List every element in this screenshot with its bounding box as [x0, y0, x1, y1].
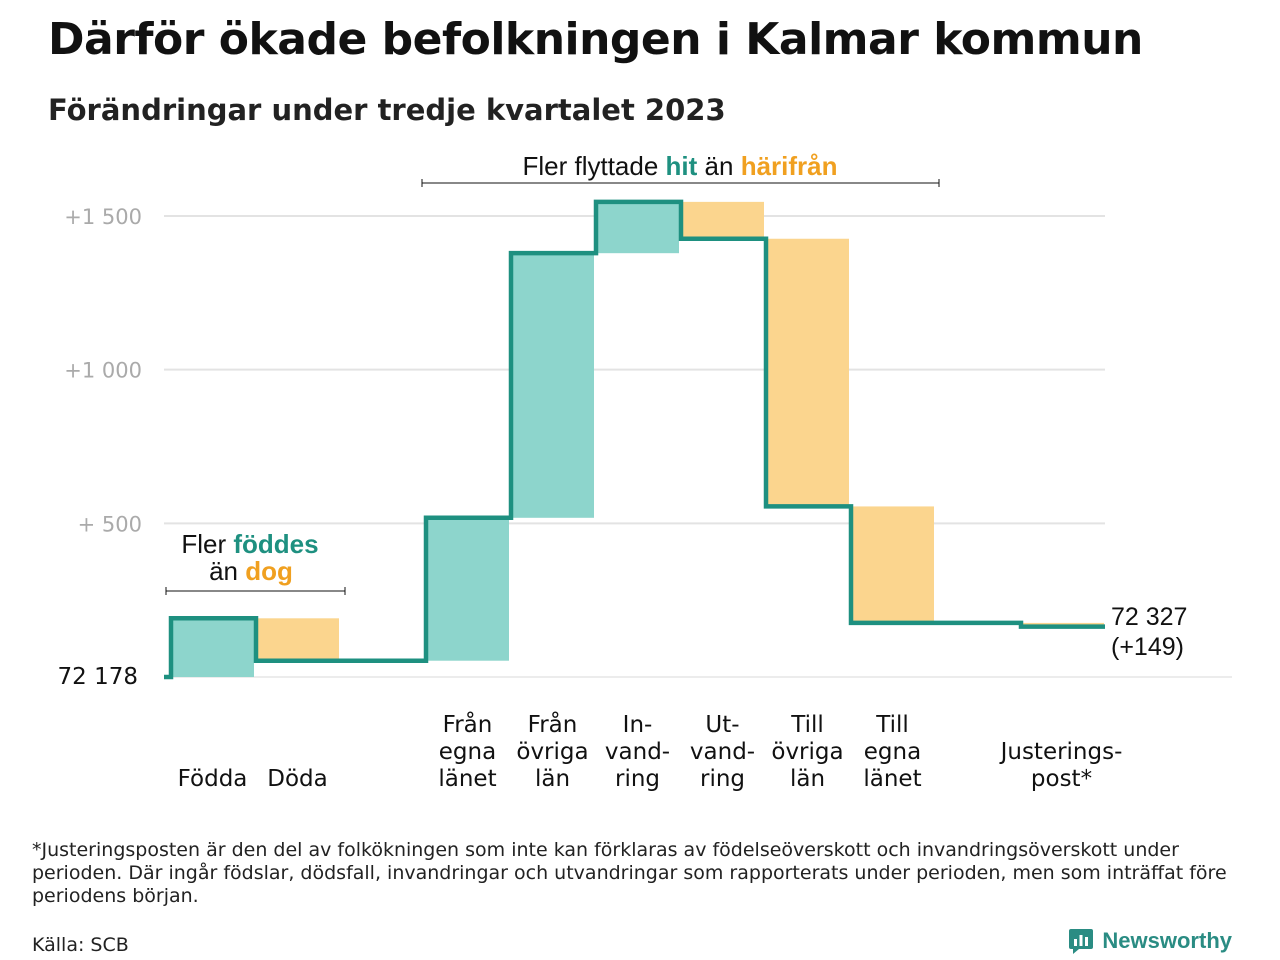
category-label: Födda — [178, 766, 248, 792]
increase-bar — [595, 201, 679, 254]
brand-name: Newsworthy — [1102, 928, 1232, 953]
births-annotation-line2-part: än — [209, 556, 245, 586]
births-annotation-line2-part: dog — [245, 556, 293, 586]
migration-annotation-part: Fler flyttade — [522, 151, 665, 181]
category-label: post* — [1031, 766, 1092, 792]
migration-annotation-part: än — [697, 151, 740, 181]
footnote: *Justeringsposten är den del av folkökni… — [32, 839, 1227, 907]
category-label: länet — [438, 766, 496, 792]
chart-subtitle: Förändringar under tredje kvartalet 2023 — [48, 93, 726, 127]
y-tick-label: +1 500 — [64, 205, 142, 229]
category-label: In- — [623, 712, 653, 738]
category-label: vand- — [605, 739, 670, 765]
increase-bar — [425, 517, 509, 661]
category-label: ring — [700, 766, 745, 792]
category-label: Ut- — [705, 712, 739, 738]
category-label: egna — [439, 739, 496, 765]
bars — [170, 201, 1104, 677]
decrease-bar — [680, 201, 764, 239]
births-annotation-line1: Fler föddes — [181, 529, 318, 559]
start-value-label: 72 178 — [58, 664, 138, 690]
births-annotation-line2: än dog — [209, 556, 293, 586]
cumulative-line — [164, 199, 1105, 680]
category-label: egna — [864, 739, 921, 765]
category-label: Till — [790, 712, 824, 738]
category-label: vand- — [690, 739, 755, 765]
gridlines — [164, 215, 1232, 678]
category-label: Till — [875, 712, 909, 738]
migration-annotation-part: härifrån — [741, 151, 838, 181]
category-label: övriga — [516, 739, 588, 765]
births-annotation-line1-part: Fler — [181, 529, 233, 559]
category-label: Från — [443, 710, 493, 738]
end-change-label: (+149) — [1111, 633, 1184, 661]
category-label: Justerings- — [999, 739, 1123, 765]
step-line — [164, 199, 1105, 680]
chart-title: Därför ökade befolkningen i Kalmar kommu… — [48, 14, 1143, 65]
decrease-bar — [850, 506, 934, 623]
source-label: Källa: SCB — [32, 934, 129, 956]
y-tick-label: +1 000 — [64, 359, 142, 383]
migration-annotation: Fler flyttade hit än härifrån — [522, 151, 837, 181]
births-annotation-line1-part: föddes — [233, 529, 318, 559]
increase-bar — [510, 253, 594, 518]
category-label: övriga — [771, 739, 843, 765]
category-label: ring — [615, 766, 660, 792]
category-label: Från — [528, 710, 578, 738]
increase-bar — [170, 618, 254, 677]
annotations: Fler flyttade hit än härifrån Fler föddes… — [165, 151, 940, 595]
category-label: län — [535, 766, 570, 792]
end-value-label: 72 327 — [1111, 603, 1187, 631]
category-label: Döda — [267, 766, 327, 792]
newsworthy-logo-icon — [1069, 929, 1094, 954]
brand: Newsworthy — [1068, 928, 1232, 954]
category-label: länet — [863, 766, 921, 792]
category-label: län — [790, 766, 825, 792]
migration-annotation-part: hit — [666, 151, 698, 181]
decrease-bar — [765, 238, 849, 507]
y-tick-label: + 500 — [78, 512, 142, 536]
decrease-bar — [255, 618, 339, 661]
